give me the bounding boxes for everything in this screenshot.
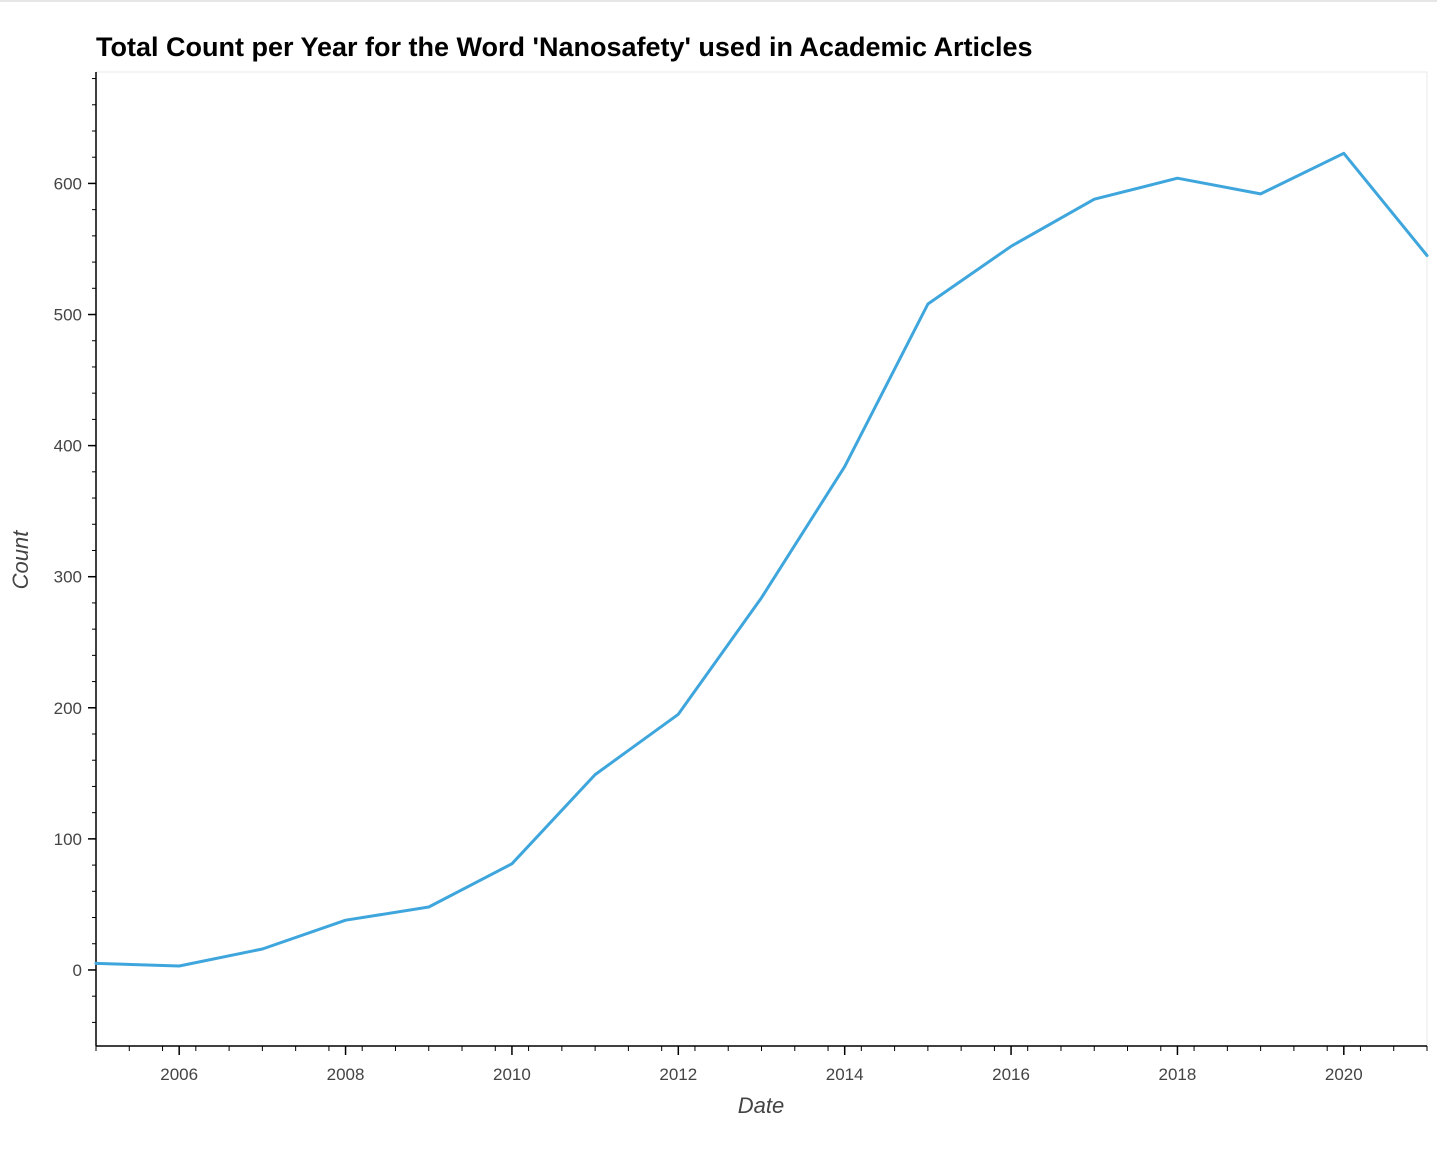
x-tick-label: 2018 <box>1159 1065 1197 1084</box>
series-layer <box>94 151 1429 968</box>
x-tick-label: 2014 <box>826 1065 864 1084</box>
x-tick-label: 2010 <box>493 1065 531 1084</box>
series-line <box>94 151 1429 968</box>
y-tick-label: 200 <box>54 699 82 718</box>
x-tick-label: 2012 <box>659 1065 697 1084</box>
y-tick-label: 500 <box>54 306 82 325</box>
chart-title: Total Count per Year for the Word 'Nanos… <box>96 32 1033 62</box>
y-tick-label: 300 <box>54 568 82 587</box>
y-axis-label: Count <box>8 530 33 590</box>
x-tick-label: 2008 <box>327 1065 365 1084</box>
x-tick-label: 2016 <box>992 1065 1030 1084</box>
y-tick-label: 600 <box>54 174 82 193</box>
x-tick-label: 2006 <box>160 1065 198 1084</box>
y-tick-label: 0 <box>73 961 82 980</box>
y-tick-label: 100 <box>54 830 82 849</box>
top-divider <box>0 0 1437 2</box>
y-tick-label: 400 <box>54 437 82 456</box>
y-axis: 0 100 200 300 400 500 600 <box>54 72 97 1046</box>
x-axis-label: Date <box>738 1093 784 1118</box>
x-axis: 2006 2008 2010 2012 2014 2016 2018 2020 <box>95 1045 1428 1084</box>
x-tick-label: 2020 <box>1325 1065 1363 1084</box>
plot-area <box>95 71 1428 1047</box>
